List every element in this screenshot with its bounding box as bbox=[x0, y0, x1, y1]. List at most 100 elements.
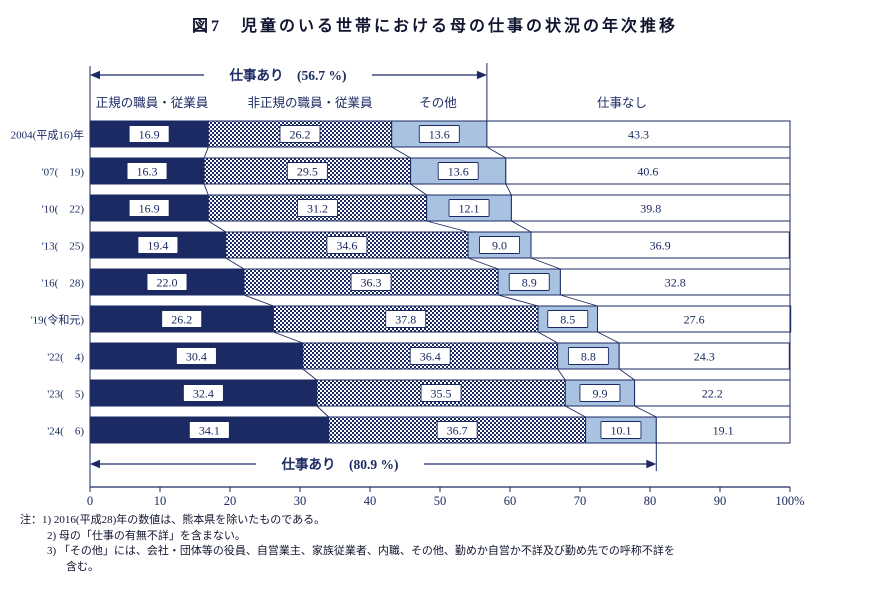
x-tick-label: 90 bbox=[714, 494, 727, 508]
annotation-label-bg bbox=[204, 65, 372, 85]
arrowhead-right bbox=[476, 70, 487, 80]
connector-line bbox=[560, 294, 598, 307]
connector-line bbox=[530, 257, 561, 270]
value-label: 39.8 bbox=[640, 201, 661, 215]
value-label: 22.0 bbox=[157, 275, 178, 289]
value-label: 40.6 bbox=[637, 164, 658, 178]
x-tick-label: 80 bbox=[644, 494, 657, 508]
year-label: '22( 4) bbox=[47, 352, 84, 364]
connector-line bbox=[302, 368, 318, 381]
x-tick-label: 10 bbox=[154, 494, 167, 508]
year-label: '23( 5) bbox=[47, 389, 84, 401]
value-label-box bbox=[182, 384, 224, 402]
connector-line bbox=[391, 146, 411, 159]
value-label-box bbox=[297, 199, 338, 217]
bar-segment bbox=[505, 157, 791, 185]
year-label: '16( 28) bbox=[42, 278, 85, 290]
connector-line bbox=[273, 331, 303, 344]
value-label-box bbox=[448, 199, 490, 217]
series-header: 正規の職員・従業員 bbox=[96, 95, 209, 110]
chart-notes: 注：1) 2016(平成28)年の数値は、熊本県を除いたものである。 2) 母の… bbox=[20, 513, 675, 575]
value-label: 32.4 bbox=[193, 386, 214, 400]
note-line-4: 含む。 bbox=[66, 560, 99, 573]
bar-segment bbox=[510, 194, 791, 222]
value-label-box bbox=[146, 273, 188, 291]
arrowhead-right bbox=[646, 459, 657, 469]
value-label: 19.4 bbox=[147, 238, 168, 252]
value-label-box bbox=[436, 421, 478, 439]
connector-line bbox=[486, 146, 507, 159]
connector-line bbox=[537, 331, 558, 344]
annotation-label: 仕事あり (80.9 %) bbox=[281, 456, 399, 472]
value-label-box bbox=[508, 273, 550, 291]
value-label: 34.1 bbox=[199, 423, 220, 437]
x-tick-label: 30 bbox=[294, 494, 307, 508]
bar-segment bbox=[530, 231, 790, 259]
value-label: 10.1 bbox=[610, 423, 631, 437]
annotation-label-bg bbox=[256, 454, 424, 474]
x-tick-label: 20 bbox=[224, 494, 237, 508]
value-label: 31.2 bbox=[307, 201, 328, 215]
value-label: 26.2 bbox=[290, 127, 311, 141]
value-label-box bbox=[175, 347, 217, 365]
connector-line bbox=[565, 405, 586, 418]
note-line-2: 2) 母の「仕事の有無不詳」を含まない。 bbox=[47, 529, 246, 542]
bar-segment bbox=[634, 379, 791, 407]
value-label: 8.9 bbox=[522, 275, 537, 289]
value-label-box bbox=[126, 162, 168, 180]
value-label-box bbox=[161, 310, 203, 328]
value-label: 9.9 bbox=[592, 386, 607, 400]
value-label: 36.4 bbox=[420, 349, 441, 363]
value-label: 16.3 bbox=[137, 164, 158, 178]
figure-title: 図7 児童のいる世帯における母の仕事の状況の年次推移 bbox=[191, 18, 678, 35]
connector-line bbox=[505, 183, 512, 196]
value-label: 36.7 bbox=[447, 423, 468, 437]
connector-line bbox=[467, 257, 499, 270]
value-label: 35.5 bbox=[431, 386, 452, 400]
year-label: '07( 19) bbox=[42, 167, 85, 179]
x-tick-label: 40 bbox=[364, 494, 377, 508]
value-label-box bbox=[326, 236, 368, 254]
value-label-box bbox=[547, 310, 589, 328]
value-label: 27.6 bbox=[684, 312, 705, 326]
value-label-box bbox=[437, 162, 479, 180]
connector-line bbox=[497, 294, 539, 307]
value-label: 43.3 bbox=[628, 127, 649, 141]
value-label: 36.9 bbox=[650, 238, 671, 252]
x-tick-label: 100% bbox=[775, 494, 804, 508]
value-label-box bbox=[418, 125, 460, 143]
value-label-box bbox=[579, 384, 621, 402]
x-tick-label: 0 bbox=[87, 494, 93, 508]
value-label-box bbox=[600, 421, 642, 439]
value-label-box bbox=[350, 273, 392, 291]
value-label: 30.4 bbox=[186, 349, 207, 363]
value-label-box bbox=[128, 199, 170, 217]
annotation-label: 仕事あり (56.7 %) bbox=[229, 67, 347, 83]
connector-line bbox=[410, 183, 427, 196]
value-label: 8.8 bbox=[581, 349, 596, 363]
value-label: 9.0 bbox=[492, 238, 507, 252]
connector-line bbox=[208, 220, 227, 233]
value-label-box bbox=[479, 236, 520, 254]
bar-segment bbox=[597, 305, 792, 333]
connector-line bbox=[203, 146, 209, 159]
value-label-box bbox=[188, 421, 230, 439]
value-label-box bbox=[286, 162, 328, 180]
year-label: '13( 25) bbox=[42, 241, 85, 253]
value-label-box bbox=[409, 347, 451, 365]
value-label-box bbox=[385, 310, 427, 328]
value-label: 29.5 bbox=[297, 164, 318, 178]
connector-line bbox=[597, 331, 620, 344]
x-tick-label: 60 bbox=[504, 494, 517, 508]
year-label: 2004(平成16)年 bbox=[11, 128, 84, 142]
value-label: 32.8 bbox=[665, 275, 686, 289]
year-label: '19(令和元) bbox=[31, 313, 85, 327]
value-label-box bbox=[567, 347, 609, 365]
year-label: '24( 6) bbox=[47, 426, 84, 438]
connector-line bbox=[426, 220, 469, 233]
year-label: '10( 22) bbox=[42, 204, 85, 216]
value-label: 24.3 bbox=[694, 349, 715, 363]
value-label: 12.1 bbox=[459, 201, 480, 215]
value-label: 16.9 bbox=[139, 201, 160, 215]
